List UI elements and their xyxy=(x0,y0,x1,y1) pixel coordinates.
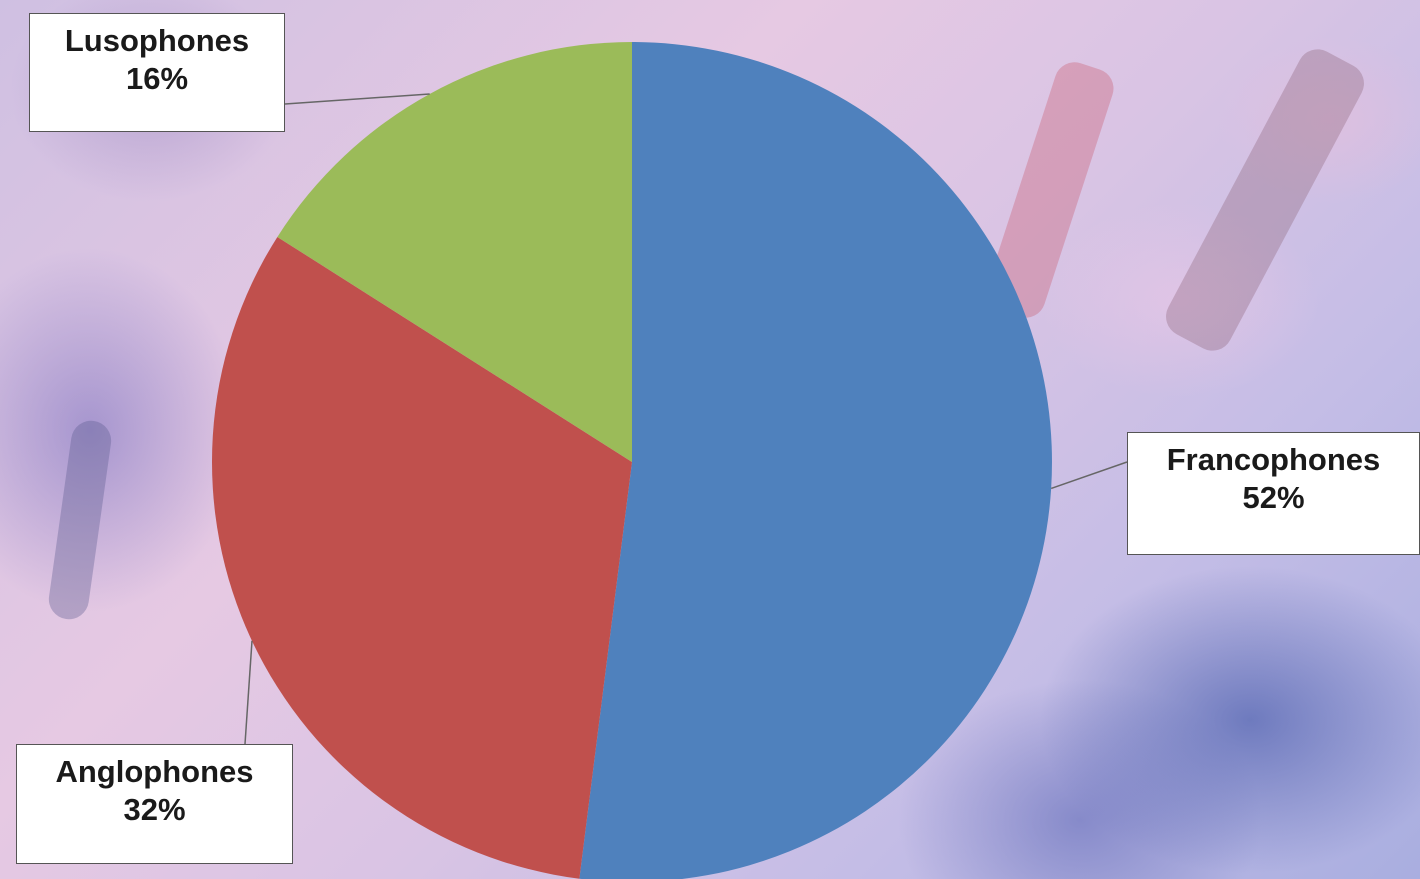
data-label-francophones: Francophones 52% xyxy=(1127,432,1420,555)
data-label-value: 32% xyxy=(123,792,186,827)
pie-slice-anglophones xyxy=(211,236,632,879)
data-label-category: Anglophones xyxy=(55,754,254,789)
data-label-category: Lusophones xyxy=(64,23,250,58)
pie-slice-francophones xyxy=(579,42,1052,879)
leader-line-anglophones xyxy=(244,640,253,745)
pie-slice-lusophones xyxy=(277,42,632,462)
data-label-anglophones: Anglophones 32% xyxy=(16,744,293,864)
data-label-category: Francophones xyxy=(1166,442,1381,477)
leader-line-francophones xyxy=(1050,461,1128,490)
data-label-lusophones: Lusophones 16% xyxy=(29,13,285,132)
leader-lines xyxy=(244,93,1128,745)
data-label-value: 16% xyxy=(125,61,189,96)
leader-line-lusophones xyxy=(284,93,430,105)
data-label-value: 52% xyxy=(1242,480,1305,515)
pie-slices xyxy=(211,42,1052,879)
